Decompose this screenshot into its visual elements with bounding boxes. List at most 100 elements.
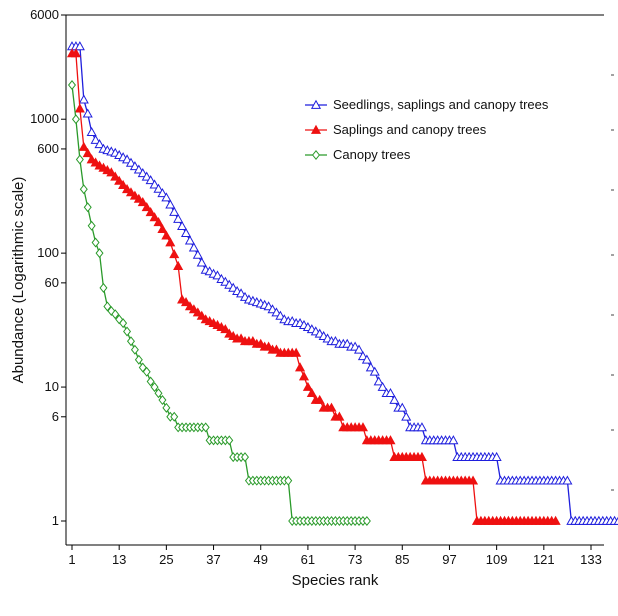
data-point (275, 310, 286, 320)
data-point (334, 411, 345, 421)
data-point (491, 451, 502, 461)
data-point (284, 475, 293, 486)
data-point (145, 175, 156, 185)
data-point (365, 362, 376, 372)
x-tick-label: 1 (68, 552, 75, 567)
y-tick-label: 6000 (30, 7, 59, 22)
data-point (153, 183, 164, 193)
y-tick-label: 60 (45, 275, 59, 290)
data-point (67, 80, 77, 91)
x-axis-title: Species rank (292, 572, 379, 589)
data-point (169, 249, 180, 259)
x-tick-label: 61 (301, 552, 315, 567)
data-point (169, 206, 180, 216)
data-point (134, 354, 143, 365)
data-point (137, 168, 148, 178)
x-tick-label: 121 (533, 552, 555, 567)
data-point (613, 516, 618, 525)
x-axis-ticks: 1 13 25 37 49 61 73 85 97 109 121 133 (68, 545, 602, 567)
data-point (361, 354, 372, 364)
data-point (177, 220, 188, 231)
data-point (170, 411, 179, 422)
series-3 (67, 80, 371, 527)
data-point (220, 324, 231, 334)
data-point (180, 297, 192, 307)
data-point (141, 202, 152, 212)
data-point (353, 344, 365, 354)
data-point (90, 134, 101, 144)
data-point (192, 249, 203, 259)
data-point (138, 362, 147, 373)
series-layer (66, 41, 618, 527)
data-point (154, 388, 163, 399)
plot-frame (65, 14, 604, 546)
data-point (291, 347, 302, 357)
data-point (165, 199, 176, 209)
y-tick-label: 600 (37, 141, 59, 156)
data-point (82, 148, 93, 158)
x-tick-label: 25 (159, 552, 173, 567)
data-point (416, 422, 427, 432)
legend-label: Saplings and canopy trees (333, 122, 487, 137)
data-point (119, 318, 128, 329)
y-axis-title: Abundance (Logarithmic scale) (10, 177, 27, 384)
data-point (78, 94, 89, 104)
data-point (137, 196, 148, 207)
data-point (95, 248, 104, 259)
legend-marker (310, 99, 322, 109)
data-point (142, 366, 151, 377)
y-tick-label: 1000 (30, 111, 59, 126)
data-point (74, 103, 85, 113)
data-point (377, 381, 388, 391)
data-point (158, 395, 167, 406)
data-point (362, 515, 371, 527)
data-point (111, 309, 120, 320)
data-point (240, 452, 250, 463)
data-point (298, 371, 310, 381)
data-point (78, 141, 89, 151)
data-point (165, 237, 176, 247)
data-point (389, 394, 400, 404)
data-point (357, 422, 369, 432)
data-point (71, 114, 80, 125)
data-point (141, 171, 152, 181)
data-point (225, 435, 234, 446)
data-point (123, 326, 132, 337)
data-point (162, 402, 171, 413)
y-axis-ticks: 1 6 10 60 100 600 1000 6000 (30, 7, 66, 528)
data-point (401, 411, 412, 421)
data-point (314, 394, 325, 404)
data-point (133, 164, 144, 174)
x-tick-label: 37 (206, 552, 220, 567)
data-point (126, 336, 135, 347)
data-point (157, 223, 168, 234)
data-point (550, 515, 561, 525)
data-point (75, 154, 84, 165)
data-point (86, 126, 97, 137)
data-point (173, 213, 184, 223)
x-tick-label: 73 (348, 552, 362, 567)
x-tick-label: 97 (442, 552, 456, 567)
data-point (196, 257, 207, 267)
x-tick-label: 85 (395, 552, 409, 567)
y-tick-label: 100 (37, 245, 59, 260)
data-point (161, 192, 172, 202)
y-tick-label: 1 (52, 513, 59, 528)
data-point (149, 212, 160, 222)
data-point (326, 402, 337, 412)
data-point (467, 475, 479, 485)
data-point (103, 301, 112, 312)
legend: Seedlings, saplings and canopy trees Sapl… (305, 97, 549, 162)
data-point (82, 108, 93, 118)
data-point (385, 387, 396, 398)
data-point (562, 475, 573, 485)
data-point (397, 402, 408, 412)
legend-marker (310, 124, 322, 134)
data-point (145, 207, 156, 217)
data-point (149, 179, 160, 189)
legend-marker (311, 149, 321, 161)
data-point (91, 237, 100, 248)
data-point (173, 260, 184, 270)
data-point (146, 376, 155, 387)
